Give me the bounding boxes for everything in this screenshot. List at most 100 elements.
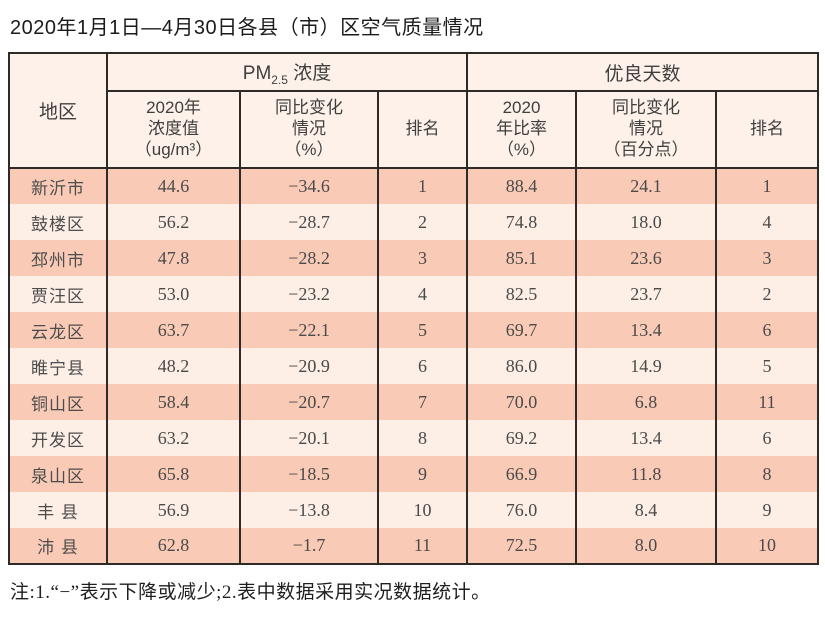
region-column-header: 地区	[8, 53, 108, 169]
region-cell: 沛 县	[8, 528, 108, 564]
region-cell: 开发区	[8, 420, 108, 456]
good-rank-cell: 4	[714, 204, 820, 240]
good-change-cell: 18.0	[575, 204, 717, 240]
good-change-cell: 8.0	[575, 528, 717, 564]
region-cell: 云龙区	[8, 312, 108, 348]
pm-rank-cell: 8	[377, 420, 468, 456]
pm-change-cell: −28.7	[239, 204, 379, 240]
pm-change-cell: −20.1	[239, 420, 379, 456]
good-change-cell: 23.7	[575, 276, 717, 312]
pm-change-cell: −22.1	[239, 312, 379, 348]
pm-value-cell: 65.8	[106, 456, 241, 492]
good-change-cell: 13.4	[575, 312, 717, 348]
pm-value-cell: 58.4	[106, 384, 241, 420]
good-change-cell: 24.1	[575, 168, 717, 204]
good-rate-cell: 86.0	[466, 348, 577, 384]
good-change-cell: 13.4	[575, 420, 717, 456]
table-row: 贾汪区 53.0 −23.2 4 82.5 23.7 2	[8, 276, 820, 312]
pm-rank-cell: 11	[377, 528, 468, 564]
region-cell: 新沂市	[8, 168, 108, 204]
good-rank-cell: 3	[714, 240, 820, 276]
region-cell: 丰 县	[8, 492, 108, 528]
pm25-label-prefix: PM	[242, 62, 272, 84]
pm25-label-suffix: 浓度	[287, 62, 332, 84]
pm25-group-header: PM2.5 浓度	[106, 53, 468, 92]
pm-value-cell: 62.8	[106, 528, 241, 564]
good-days-group-header: 优良天数	[465, 53, 820, 92]
pm-change-cell: −20.9	[239, 348, 379, 384]
good-rank-cell: 6	[714, 312, 820, 348]
good-rate-cell: 76.0	[466, 492, 577, 528]
pm-value-header: 2020年 浓度值 （ug/m³）	[106, 91, 241, 169]
pm-value-cell: 63.2	[106, 420, 241, 456]
pm-change-header: 同比变化 情况 （%）	[239, 91, 379, 169]
pm-rank-cell: 1	[377, 168, 468, 204]
pm-change-cell: −20.7	[239, 384, 379, 420]
good-rate-cell: 70.0	[466, 384, 577, 420]
good-rank-cell: 1	[714, 168, 820, 204]
pm-value-cell: 48.2	[106, 348, 241, 384]
good-rank-cell: 2	[714, 276, 820, 312]
table-row: 泉山区 65.8 −18.5 9 66.9 11.8 8	[8, 456, 820, 492]
good-change-cell: 11.8	[575, 456, 717, 492]
pm-change-cell: −18.5	[239, 456, 379, 492]
good-change-cell: 6.8	[575, 384, 717, 420]
region-cell: 邳州市	[8, 240, 108, 276]
pm-rank-header: 排名	[377, 91, 468, 169]
good-rate-cell: 69.2	[466, 420, 577, 456]
good-change-header: 同比变化 情况 （百分点）	[575, 91, 717, 169]
pm-value-cell: 47.8	[106, 240, 241, 276]
good-rate-cell: 69.7	[466, 312, 577, 348]
table-row: 沛 县 62.8 −1.7 11 72.5 8.0 10	[8, 528, 820, 564]
good-change-cell: 23.6	[575, 240, 717, 276]
good-rank-cell: 5	[714, 348, 820, 384]
good-rank-cell: 11	[714, 384, 820, 420]
good-rank-cell: 10	[714, 528, 820, 564]
table-header: 地区 PM2.5 浓度 优良天数 2020年 浓度值 （ug/m³） 同比变化 …	[8, 53, 820, 169]
pm-value-cell: 44.6	[106, 168, 241, 204]
good-rank-header: 排名	[714, 91, 820, 169]
pm-rank-cell: 5	[377, 312, 468, 348]
pm-rank-cell: 7	[377, 384, 468, 420]
good-rank-cell: 6	[714, 420, 820, 456]
table-row: 鼓楼区 56.2 −28.7 2 74.8 18.0 4	[8, 204, 820, 240]
table-row: 丰 县 56.9 −13.8 10 76.0 8.4 9	[8, 492, 820, 528]
region-cell: 鼓楼区	[8, 204, 108, 240]
good-rate-header: 2020 年比率 （%）	[466, 91, 577, 169]
table-row: 铜山区 58.4 −20.7 7 70.0 6.8 11	[8, 384, 820, 420]
good-rate-cell: 85.1	[466, 240, 577, 276]
page: 2020年1月1日—4月30日各县（市）区空气质量情况 地区 PM2.5 浓度 …	[8, 17, 820, 603]
pm-rank-cell: 9	[377, 456, 468, 492]
table-body: 新沂市 44.6 −34.6 1 88.4 24.1 1 鼓楼区 56.2 −2…	[8, 168, 820, 564]
pm-value-cell: 56.2	[106, 204, 241, 240]
group-header-row: 地区 PM2.5 浓度 优良天数	[8, 53, 820, 169]
footnote: 注:1.“−”表示下降或减少;2.表中数据采用实况数据统计。	[10, 582, 491, 603]
region-cell: 睢宁县	[8, 348, 108, 384]
good-rate-cell: 82.5	[466, 276, 577, 312]
region-cell: 铜山区	[8, 384, 108, 420]
pm25-subscript: 2.5	[271, 72, 288, 87]
pm-change-cell: −1.7	[239, 528, 379, 564]
page-title: 2020年1月1日—4月30日各县（市）区空气质量情况	[10, 17, 484, 39]
good-rate-cell: 72.5	[466, 528, 577, 564]
table-row: 睢宁县 48.2 −20.9 6 86.0 14.9 5	[8, 348, 820, 384]
pm-change-cell: −13.8	[239, 492, 379, 528]
pm-value-cell: 53.0	[106, 276, 241, 312]
table-row: 新沂市 44.6 −34.6 1 88.4 24.1 1	[8, 168, 820, 204]
good-rate-cell: 74.8	[466, 204, 577, 240]
pm-value-cell: 63.7	[106, 312, 241, 348]
pm-rank-cell: 6	[377, 348, 468, 384]
table-row: 邳州市 47.8 −28.2 3 85.1 23.6 3	[8, 240, 820, 276]
good-rank-cell: 8	[714, 456, 820, 492]
good-change-cell: 14.9	[575, 348, 717, 384]
good-rank-cell: 9	[714, 492, 820, 528]
pm-change-cell: −28.2	[239, 240, 379, 276]
table-row: 云龙区 63.7 −22.1 5 69.7 13.4 6	[8, 312, 820, 348]
pm-rank-cell: 2	[377, 204, 468, 240]
pm-change-cell: −34.6	[239, 168, 379, 204]
good-change-cell: 8.4	[575, 492, 717, 528]
pm-rank-cell: 3	[377, 240, 468, 276]
good-rate-cell: 66.9	[466, 456, 577, 492]
pm-rank-cell: 10	[377, 492, 468, 528]
pm-value-cell: 56.9	[106, 492, 241, 528]
